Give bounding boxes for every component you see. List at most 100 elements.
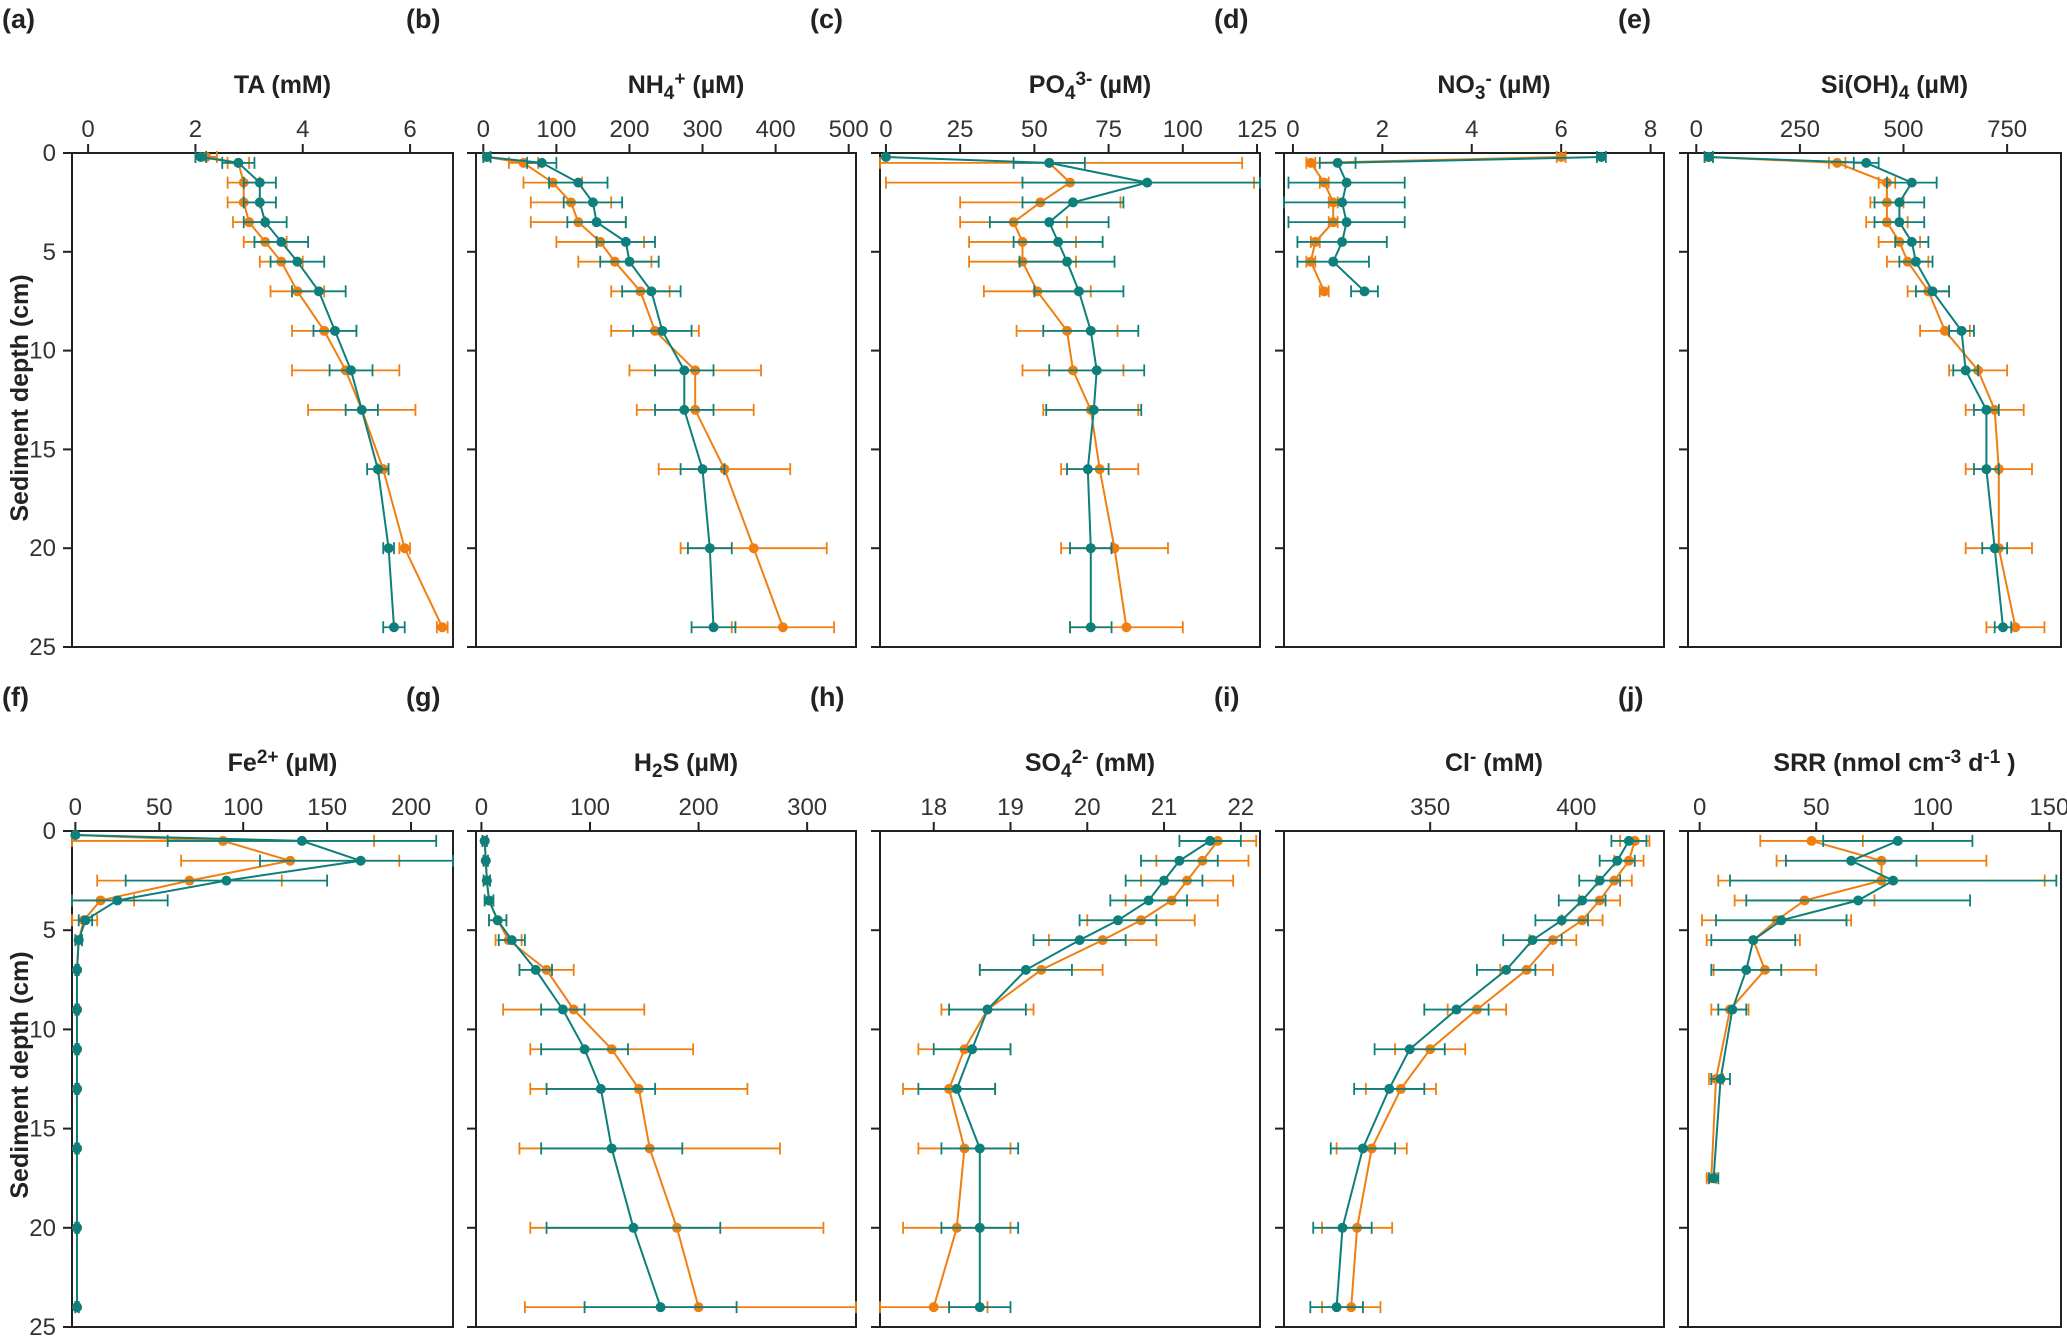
title-text: NH (628, 71, 664, 99)
data-point (233, 157, 244, 168)
data-point (748, 543, 759, 554)
data-point (1741, 964, 1752, 975)
data-point (1404, 1044, 1415, 1055)
data-point (1894, 197, 1905, 208)
title-text: PO (1029, 71, 1065, 99)
data-point (1085, 622, 1096, 633)
data-point (655, 1302, 666, 1313)
x-tick-label: 0 (879, 116, 892, 143)
series-line (75, 834, 362, 1308)
data-point (329, 325, 340, 336)
x-tick-label: 300 (683, 116, 723, 143)
x-tick-label: 0 (1690, 116, 1703, 143)
plot-frame (1283, 152, 1665, 648)
x-tick-label: 4 (1465, 116, 1478, 143)
panel-label: (e) (1618, 4, 1651, 34)
x-tick-label: 19 (997, 794, 1024, 821)
panel-i: (i) Cl- (mM) 350 400 (1214, 682, 1665, 1328)
data-point (708, 622, 719, 633)
data-point (72, 1004, 83, 1015)
data-point (355, 855, 366, 866)
data-point (1527, 935, 1538, 946)
data-point (388, 622, 399, 633)
data-point (1074, 935, 1085, 946)
title-text: SO (1025, 749, 1061, 777)
title-superscript: -3 (1944, 747, 1961, 768)
data-point (1501, 964, 1512, 975)
data-point (80, 915, 91, 926)
series-teal (479, 834, 738, 1314)
series-line (932, 840, 1219, 1308)
data-point (1091, 365, 1102, 376)
title-superscript: 2- (1072, 747, 1089, 768)
series-teal (194, 150, 406, 634)
panel-title: Cl- (mM) (1445, 747, 1543, 777)
data-point (437, 622, 448, 633)
data-point (1806, 835, 1817, 846)
x-tick-label: 2 (1376, 116, 1389, 143)
data-point (1623, 835, 1634, 846)
data-point (372, 464, 383, 475)
data-point (1337, 236, 1348, 247)
panel-e: (e) Si(OH)4 (µM) 0 250 500 750 (1618, 4, 2062, 648)
data-point (1174, 855, 1185, 866)
data-point (880, 151, 891, 162)
title-superscript: 3- (1075, 69, 1092, 90)
x-tick-label: 25 (947, 116, 974, 143)
series-orange (481, 150, 835, 634)
data-point (1337, 1222, 1348, 1233)
data-point (356, 404, 367, 415)
panel-g: (g) H2S (µM) 0 100 200 300 (406, 682, 857, 1328)
data-point (1062, 256, 1073, 267)
data-point (974, 1302, 985, 1313)
data-point (595, 1083, 606, 1094)
data-point (777, 622, 788, 633)
y-tick-label: 15 (29, 436, 56, 463)
x-tick-label: 100 (223, 794, 263, 821)
data-point (1073, 286, 1084, 297)
panel-d: (d) NO3- (µM) 0 2 4 6 8 (1214, 4, 1665, 648)
data-point (1053, 236, 1064, 247)
data-point (1596, 151, 1607, 162)
y-tick-label: 10 (29, 338, 56, 365)
title-text: ) (2000, 749, 2015, 777)
series-line (955, 840, 1211, 1308)
title-text: TA (mM) (234, 71, 331, 99)
data-point (1997, 622, 2008, 633)
data-point (620, 236, 631, 247)
data-point (195, 151, 206, 162)
data-point (1357, 1143, 1368, 1154)
data-point (254, 197, 265, 208)
x-tick-label: 150 (2029, 794, 2067, 821)
plot-frame (879, 152, 1261, 648)
data-point (1020, 964, 1031, 975)
data-point (1331, 1302, 1342, 1313)
data-point (1727, 1004, 1738, 1015)
series-line (1012, 162, 1128, 628)
data-point (72, 1143, 83, 1154)
panel-title: TA (mM) (234, 71, 331, 99)
title-superscript: 2+ (257, 747, 279, 768)
data-point (1846, 855, 1857, 866)
data-point (73, 935, 84, 946)
data-point (1888, 875, 1899, 886)
panel-f: (f) Fe2+ (µM) 0 50 100 150 200 0 5 10 15 20 25 (2, 682, 454, 1337)
title-text: d (1961, 749, 1983, 777)
x-tick-label: 200 (609, 116, 649, 143)
series-orange (879, 834, 1258, 1314)
data-point (1067, 197, 1078, 208)
panel-label: (b) (406, 4, 440, 34)
data-point (1205, 835, 1216, 846)
data-point (1832, 157, 1843, 168)
x-tick-label: 21 (1151, 794, 1178, 821)
data-point (492, 915, 503, 926)
panel-h: (h) SO42- (mM) 18 19 20 21 22 (810, 682, 1261, 1328)
x-tick-label: 125 (1237, 116, 1277, 143)
data-point (573, 177, 584, 188)
panel-label: (a) (2, 4, 35, 34)
data-point (1121, 622, 1132, 633)
data-point (296, 835, 307, 846)
series-orange (1321, 834, 1651, 1314)
data-point (679, 365, 690, 376)
